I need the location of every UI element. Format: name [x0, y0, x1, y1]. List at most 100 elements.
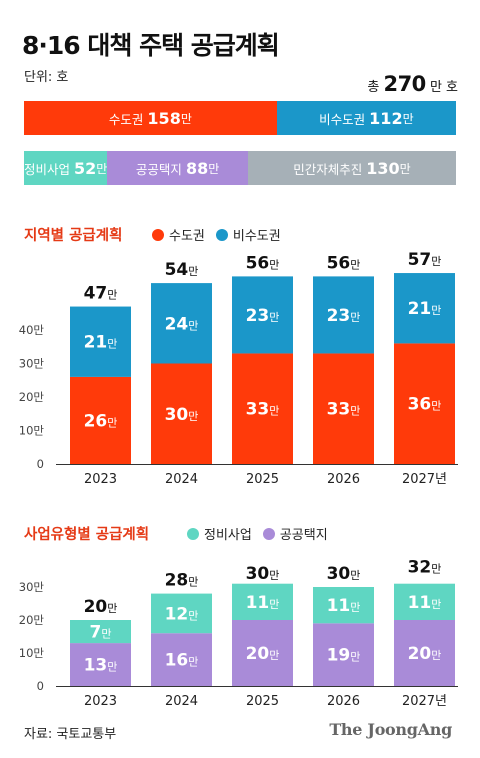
bar-value-unit: 만: [269, 598, 279, 611]
bar-total-unit: 만: [431, 255, 441, 268]
bar-total-number: 30: [246, 564, 270, 584]
bar-value-label: 19만: [327, 646, 361, 666]
bar-total-unit: 만: [188, 265, 198, 278]
bar-value-unit: 만: [107, 416, 117, 429]
bar-value-unit: 만: [350, 601, 360, 614]
chart1-title: 지역별 공급계획: [24, 228, 123, 244]
bar-total-label: 57만: [408, 250, 442, 270]
bar-value-number: 19: [327, 646, 351, 666]
bar-value-unit: 만: [431, 400, 441, 413]
bar-segment: [70, 306, 131, 377]
y-tick-label: 30만: [19, 580, 45, 594]
bar-value-label: 23만: [246, 306, 280, 326]
bar-value-unit: 만: [188, 410, 198, 423]
y-tick-label: 20만: [19, 613, 45, 627]
type-segment-unit: 만: [399, 161, 411, 176]
bar-value-unit: 만: [188, 319, 198, 332]
bar-total-unit: 만: [350, 258, 360, 271]
bar-segment: [232, 583, 293, 620]
chart1-legend: 수도권 비수도권: [152, 225, 292, 244]
legend-label: 공공택지: [279, 528, 328, 543]
bar-value-unit: 만: [350, 405, 360, 418]
bar-value-unit: 만: [188, 656, 198, 669]
unit-label: 단위: 호: [24, 70, 69, 85]
region-segment-label: 수도권: [108, 111, 144, 127]
bar-value-number: 23: [246, 306, 270, 326]
bar-value-number: 21: [408, 299, 432, 319]
region-proportion-bar: 수도권 158 만 비수도권 112 만: [24, 101, 456, 135]
bar-value-unit: 만: [269, 311, 279, 324]
type-supply-chart: 010만20만30만13만7만20만202316만12만28만202420만11…: [19, 557, 458, 709]
bar-value-label: 33만: [327, 400, 361, 420]
bar-value-number: 30: [165, 405, 189, 425]
y-tick-label: 30만: [19, 357, 45, 371]
bar-value-label: 23만: [327, 306, 361, 326]
type-segment-unit: 만: [208, 161, 220, 176]
bar-segment: [313, 276, 374, 354]
bar-segment: [313, 353, 374, 464]
bar-value-number: 20: [246, 644, 270, 664]
bar-total-label: 54만: [165, 260, 199, 280]
bar-total-unit: 만: [431, 562, 441, 575]
bar-segment: [70, 620, 131, 644]
bar-total-label: 32만: [408, 557, 442, 577]
bar-total-number: 57: [408, 250, 432, 270]
bar-total-unit: 만: [269, 569, 279, 582]
bar-total-label: 20만: [84, 597, 118, 617]
bar-value-label: 33만: [246, 400, 280, 420]
bar-value-label: 16만: [165, 651, 199, 671]
bar-value-number: 23: [327, 306, 351, 326]
bar-total-number: 47: [84, 284, 108, 304]
legend-label: 수도권: [169, 229, 205, 244]
total-value: 270: [383, 72, 426, 96]
bar-value-label: 24만: [165, 314, 199, 334]
legend-dot-icon: [215, 228, 228, 241]
bar-total-label: 30만: [246, 564, 280, 584]
bar-segment: [70, 376, 131, 464]
bar-segment: [232, 353, 293, 464]
bar-total-label: 56만: [327, 253, 361, 273]
bar-value-unit: 만: [107, 338, 117, 351]
total-prefix: 총: [367, 80, 380, 95]
x-category-label: 2027년: [402, 694, 447, 709]
chart1-legend-item-1: 비수도권: [215, 225, 281, 244]
region-segment-unit: 만: [402, 111, 414, 126]
bar-value-label: 11만: [246, 593, 280, 613]
y-tick-label: 20만: [19, 390, 45, 404]
bar-total-unit: 만: [107, 602, 117, 615]
bar-value-label: 11만: [408, 593, 442, 613]
total-suffix: 만 호: [429, 80, 458, 95]
x-category-label: 2026: [327, 472, 360, 487]
bar-total-unit: 만: [269, 258, 279, 271]
type-segment-label: 정비사업: [24, 161, 70, 177]
x-category-label: 2027년: [402, 472, 447, 487]
bar-total-label: 30만: [327, 564, 361, 584]
legend-dot-icon: [152, 228, 164, 241]
y-tick-label: 0: [37, 679, 44, 693]
type-proportion-bar: 정비사업 52 만 공공택지 88 만 민간자체추진 130 만: [24, 151, 456, 185]
bar-segment: [313, 623, 374, 686]
bar-value-unit: 만: [269, 405, 279, 418]
bar-segment: [151, 593, 212, 634]
bar-segment: [313, 587, 374, 624]
chart1-legend-item-0: 수도권: [152, 225, 205, 244]
bar-value-number: 26: [84, 411, 108, 431]
bar-total-number: 28: [165, 571, 189, 591]
bar-segment: [70, 643, 131, 686]
y-tick-label: 10만: [19, 424, 45, 438]
x-category-label: 2023: [84, 472, 117, 487]
region-supply-chart: 010만20만30만40만26만21만47만202330만24만54만20243…: [19, 250, 458, 487]
type-segment-value: 88: [185, 158, 209, 178]
bar-segment: [394, 343, 455, 464]
legend-label: 정비사업: [204, 528, 252, 543]
bar-value-label: 21만: [408, 299, 442, 319]
bar-value-number: 11: [327, 596, 351, 616]
bar-value-number: 33: [246, 400, 270, 420]
bar-value-label: 20만: [246, 644, 280, 664]
region-segment-value: 158: [147, 108, 181, 128]
bar-total-unit: 만: [350, 569, 360, 582]
bar-value-label: 12만: [165, 604, 199, 624]
type-segment-label: 공공택지: [135, 161, 182, 177]
region-segment-unit: 만: [180, 111, 192, 126]
x-category-label: 2025: [246, 472, 279, 487]
